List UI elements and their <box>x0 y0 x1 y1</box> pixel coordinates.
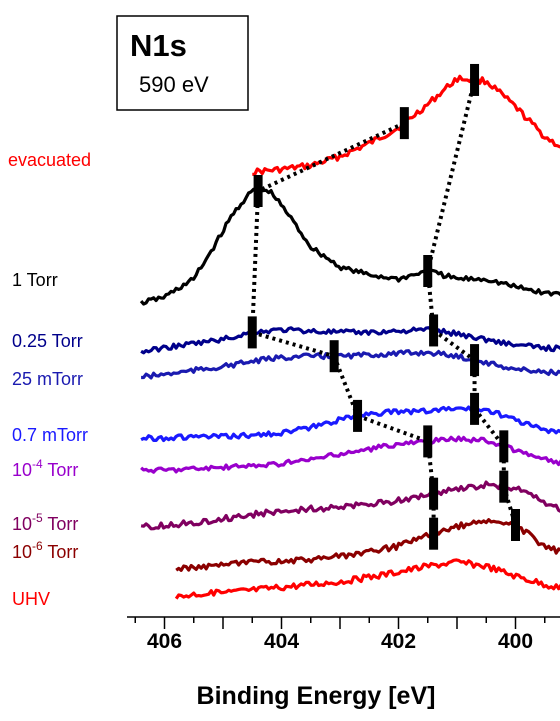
series-line-1e5torr <box>140 480 560 531</box>
peak-marker-1torr-2 <box>423 255 433 287</box>
series-line-025torr <box>140 326 560 355</box>
peak-marker-1e6torr-2 <box>511 509 520 541</box>
x-axis-label: Binding Energy [eV] <box>197 682 436 710</box>
peak-connector-1-2 <box>425 79 477 272</box>
x-tick-label: 406 <box>147 630 182 653</box>
x-tick-label: 400 <box>498 630 533 653</box>
series-label-1torr: 1 Torr <box>12 270 58 290</box>
series-label-1e6torr: 10-6 Torr <box>12 539 78 562</box>
peak-marker-1e5torr-1 <box>429 477 439 510</box>
peak-marker-1e4torr-1 <box>423 425 433 458</box>
series-label-1e4torr: 10-4 Torr <box>12 457 78 480</box>
peak-marker-1e6torr-1 <box>429 517 439 550</box>
chart-title: N1s <box>130 28 187 63</box>
peak-connector-1-1 <box>257 121 406 193</box>
series-label-025torr: 0.25 Torr <box>12 331 83 351</box>
series-line-25mtorr <box>141 349 560 380</box>
marker-layer <box>247 63 520 550</box>
peak-connector-2-1 <box>250 190 261 333</box>
series-line-1torr <box>139 187 560 306</box>
peak-marker-07mtorr-2 <box>470 392 480 425</box>
peak-connector-3-2 <box>432 328 476 362</box>
peak-marker-25mtorr-2 <box>470 344 480 377</box>
series-label-07mtorr: 0.7 mTorr <box>12 425 88 445</box>
peak-marker-07mtorr-1 <box>353 399 363 432</box>
peak-marker-evacuated-2 <box>470 63 480 96</box>
peak-connector-5-2 <box>472 407 506 448</box>
peak-marker-1e4torr-2 <box>499 430 509 463</box>
peak-marker-25mtorr-1 <box>329 340 339 373</box>
peak-connector-5-1 <box>356 414 429 444</box>
title-box-frame <box>116 15 249 111</box>
chart-subtitle: 590 eV <box>139 72 209 97</box>
title-box: N1s 590 eV <box>116 15 249 111</box>
series-label-25mtorr: 25 mTorr <box>12 369 83 389</box>
peak-marker-025torr-1 <box>247 316 257 349</box>
series-line-uhv <box>174 558 560 600</box>
series-line-07mtorr <box>140 405 560 443</box>
x-axis: 406404402400398 <box>127 616 560 653</box>
connector-layer <box>250 79 518 534</box>
series-label-evacuated: evacuated <box>8 150 91 170</box>
peak-marker-025torr-2 <box>429 314 439 347</box>
peak-marker-1torr-1 <box>253 175 263 207</box>
series-label-1e5torr: 10-5 Torr <box>12 511 78 534</box>
series-label-uhv: UHV <box>12 589 50 609</box>
x-tick-label: 402 <box>381 630 416 653</box>
peak-marker-evacuated-1 <box>399 107 409 140</box>
x-tick-label: 404 <box>264 630 299 653</box>
series-line-1e4torr <box>140 435 560 474</box>
label-layer: evacuated 1 Torr 0.25 Torr 25 mTorr 0.7 mTor… <box>8 150 91 609</box>
peak-connector-3-1 <box>251 330 335 359</box>
peak-marker-1e5torr-2 <box>499 470 509 503</box>
